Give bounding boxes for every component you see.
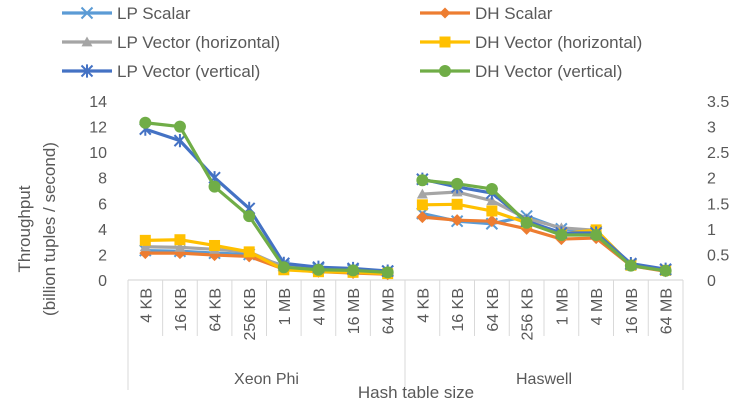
category-label: 16 MB <box>624 288 641 334</box>
group-label: Haswell <box>516 371 572 388</box>
diamond-marker <box>416 211 429 224</box>
y-axis-title: Throughput <box>15 185 34 272</box>
circle-marker <box>277 261 290 274</box>
x-axis-title: Hash table size <box>358 383 474 402</box>
y-right-tick-label: 3.5 <box>707 94 729 111</box>
y-left-tick-label: 8 <box>98 171 107 188</box>
legend-item: DH Scalar <box>420 4 553 23</box>
y-right-tick-label: 2 <box>707 171 716 188</box>
y-right-tick-label: 3 <box>707 120 716 137</box>
diamond-marker <box>451 214 464 227</box>
legend-label: DH Vector (vertical) <box>475 62 622 81</box>
legend-label: LP Vector (vertical) <box>117 62 260 81</box>
square-marker <box>416 199 428 211</box>
y-right-tick-label: 1 <box>707 222 716 239</box>
circle-marker <box>451 177 464 190</box>
square-marker <box>451 198 463 210</box>
y-left-tick-label: 12 <box>89 120 107 137</box>
category-label: 64 MB <box>659 288 676 334</box>
axes: 0 2 4 6 8 10 12 14 0 0.5 1 1.5 2 2.5 3 3.5 4 KB 16 KB 64 K… <box>89 94 729 390</box>
legend-item: DH Vector (horizontal) <box>420 33 642 52</box>
y-left-tick-label: 10 <box>89 145 107 162</box>
circle-marker <box>485 182 498 195</box>
y-right-tick-label: 0 <box>707 273 716 290</box>
square-marker <box>486 205 498 217</box>
triangle-marker <box>416 188 428 199</box>
circle-marker <box>520 216 533 229</box>
triangle-marker <box>81 36 93 47</box>
category-label: 4 KB <box>138 288 155 323</box>
circle-marker <box>624 259 637 272</box>
series-lines <box>139 116 672 281</box>
circle-marker <box>555 228 568 241</box>
y-left-tick-label: 2 <box>98 247 107 264</box>
circle-marker <box>416 174 429 187</box>
triangle-marker <box>174 241 186 252</box>
category-label: 16 MB <box>346 288 363 334</box>
legend-label: LP Scalar <box>117 4 191 23</box>
y-axis-title: (billion tuples / second) <box>40 142 59 316</box>
circle-marker <box>243 210 256 223</box>
category-label: 4 MB <box>589 288 606 325</box>
y-left-tick-label: 0 <box>98 273 107 290</box>
category-label: 64 MB <box>381 288 398 334</box>
category-label: 256 KB <box>242 288 259 340</box>
diamond-marker <box>439 7 451 19</box>
legend-label: DH Scalar <box>475 4 553 23</box>
x-marker <box>80 6 94 20</box>
triangle-marker <box>486 195 498 206</box>
circle-marker <box>208 180 221 193</box>
y-right-tick-label: 0.5 <box>707 247 729 264</box>
square-marker <box>439 36 451 48</box>
axis-titles: Hash table size Throughput (billion tuple… <box>15 142 474 402</box>
legend-label: DH Vector (horizontal) <box>475 33 642 52</box>
y-right-tick-label: 1.5 <box>707 196 729 213</box>
asterisk-marker <box>173 134 187 148</box>
category-label: 16 KB <box>173 288 190 332</box>
asterisk-marker <box>80 64 94 78</box>
circle-marker <box>590 228 603 241</box>
series-dh-vector-vertical <box>139 116 672 279</box>
category-label: 16 KB <box>450 288 467 332</box>
series-line-xeon-phi <box>145 238 388 276</box>
circle-marker <box>347 264 360 277</box>
circle-marker <box>659 264 672 277</box>
square-marker <box>139 234 151 246</box>
y-left-tick-label: 6 <box>98 196 107 213</box>
category-label: 1 MB <box>554 288 571 325</box>
category-label: 4 KB <box>415 288 432 323</box>
category-label: 1 MB <box>277 288 294 325</box>
circle-marker <box>439 65 451 77</box>
category-label: 64 KB <box>208 288 225 332</box>
circle-marker <box>312 263 325 276</box>
y-right-tick-label: 2.5 <box>707 145 729 162</box>
circle-marker <box>173 120 186 133</box>
legend-item: DH Vector (vertical) <box>420 62 622 81</box>
category-label: 256 KB <box>520 288 537 340</box>
category-label: 4 MB <box>311 288 328 325</box>
triangle-marker <box>139 241 151 252</box>
y-left-tick-label: 4 <box>98 222 107 239</box>
legend: LP Scalar DH Scalar LP Vector (horizontal)… <box>62 4 642 81</box>
group-label: Xeon Phi <box>234 371 299 388</box>
legend-item: LP Vector (vertical) <box>62 62 260 81</box>
legend-label: LP Vector (horizontal) <box>117 33 280 52</box>
circle-marker <box>381 266 394 279</box>
legend-item: LP Vector (horizontal) <box>62 33 280 52</box>
legend-item: LP Scalar <box>62 4 191 23</box>
square-marker <box>174 234 186 246</box>
square-marker <box>209 239 221 251</box>
circle-marker <box>139 116 152 129</box>
diamond-marker <box>485 215 498 228</box>
square-marker <box>243 246 255 258</box>
y-left-tick-label: 14 <box>89 94 107 111</box>
series-line-xeon-phi <box>144 127 388 273</box>
category-label: 64 KB <box>485 288 502 332</box>
